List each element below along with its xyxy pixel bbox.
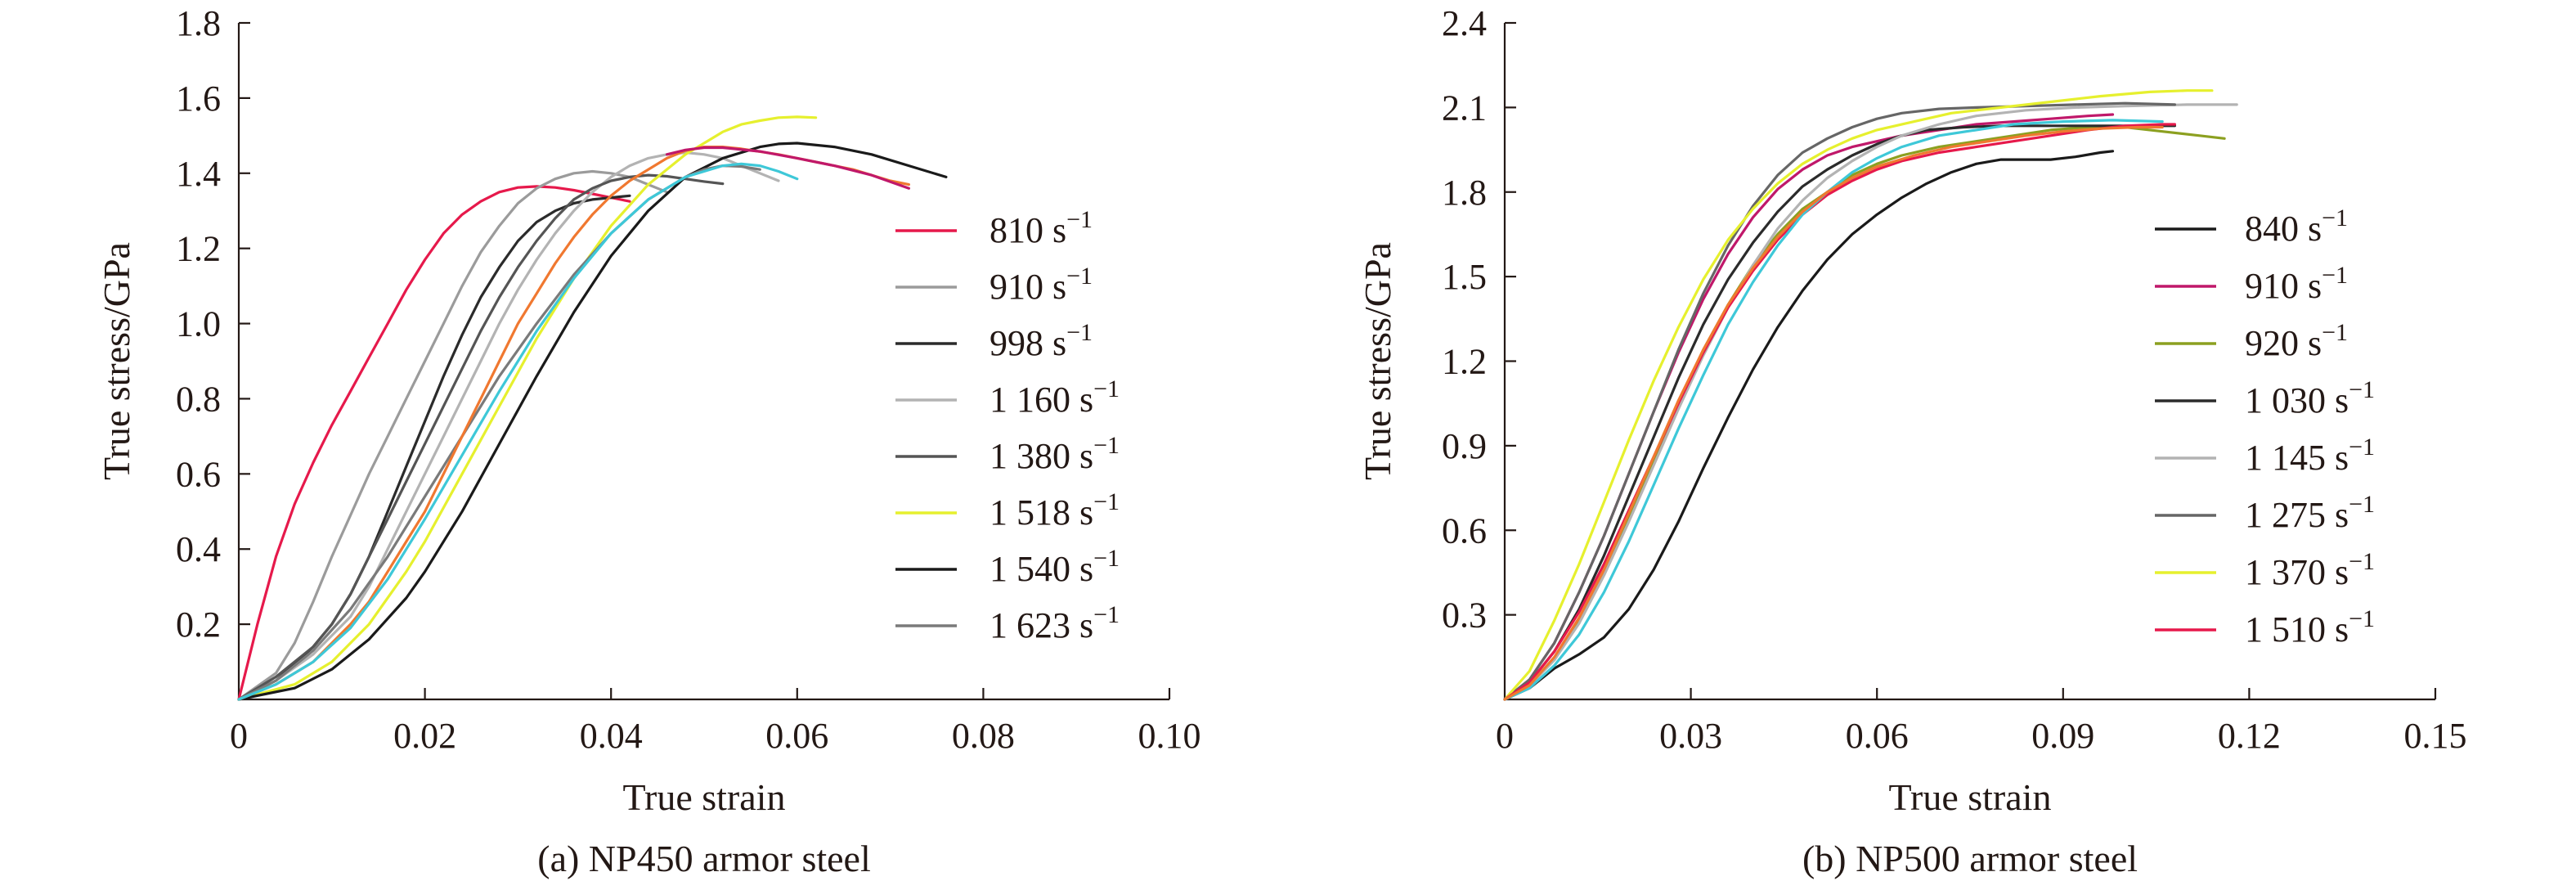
legend-label: 1 380 s−1 <box>990 432 1120 476</box>
legend-label: 1 145 s−1 <box>2245 434 2375 478</box>
legend-label: 1 518 s−1 <box>990 488 1120 533</box>
legend-label-superscript: −1 <box>2322 262 2348 289</box>
series-line <box>237 169 669 701</box>
y-tick-label: 1.2 <box>176 229 221 269</box>
y-tick-label: 1.8 <box>176 3 221 43</box>
series-line <box>237 173 725 701</box>
x-tick-label: 0.09 <box>2031 716 2094 756</box>
series-line <box>237 146 910 701</box>
chart-panel-a: 0 0.02 0.04 0.06 0.08 0.10 0.2 0.4 0.6 0.8 1.0 1.2 1… <box>96 3 1201 879</box>
y-tick-label: 0.2 <box>176 605 221 645</box>
y-tick-label: 0.3 <box>1442 596 1487 636</box>
legend-label: 1 160 s−1 <box>990 375 1120 420</box>
legend-label-superscript: −1 <box>1093 601 1120 628</box>
y-tick-label: 0.9 <box>1442 426 1487 466</box>
x-tick-label: 0.06 <box>765 716 828 756</box>
x-tick-label: 0.08 <box>952 716 1015 756</box>
legend-label-superscript: −1 <box>1093 488 1120 515</box>
series-line <box>1503 113 2115 701</box>
series-line <box>237 162 799 701</box>
y-tick-label: 1.6 <box>176 79 221 119</box>
x-tick-label: 0.03 <box>1659 716 1722 756</box>
y-tick-label: 0.6 <box>1442 510 1487 551</box>
legend-label: 1 510 s−1 <box>2245 605 2375 650</box>
x-tick-label: 0.12 <box>2218 716 2281 756</box>
y-tick-label: 0.6 <box>176 454 221 494</box>
chart-caption: (b) NP500 armor steel <box>1802 838 2138 879</box>
x-tick-label: 0.15 <box>2404 716 2467 756</box>
series-line <box>237 164 761 701</box>
legend-label: 810 s−1 <box>990 206 1093 250</box>
y-tick-label: 2.4 <box>1442 3 1487 43</box>
series-line <box>1503 123 2176 701</box>
y-axis-title: True stress/GPa <box>96 242 137 480</box>
legend-label: 910 s−1 <box>2245 262 2348 306</box>
legend-label-superscript: −1 <box>2322 319 2348 346</box>
legend-label-superscript: −1 <box>1066 263 1093 290</box>
x-axis-title: True strain <box>1889 776 2052 818</box>
legend-label-superscript: −1 <box>1093 545 1120 572</box>
legend-label: 1 030 s−1 <box>2245 376 2375 420</box>
chart-panel-b: 0 0.03 0.06 0.09 0.12 0.15 0.3 0.6 0.9 1.2 1.5 1.8 2… <box>1357 3 2467 879</box>
legend-label-superscript: −1 <box>1066 319 1093 346</box>
y-tick-label: 1.4 <box>176 154 221 194</box>
series-line <box>1503 124 2176 701</box>
legend-label-superscript: −1 <box>2322 205 2348 231</box>
x-tick-label: 0 <box>230 716 248 756</box>
series-line <box>1503 89 2214 701</box>
legend-label-superscript: −1 <box>1066 206 1093 233</box>
series-line <box>1503 125 2164 701</box>
x-axis-title: True strain <box>623 776 786 818</box>
y-tick-label: 0.8 <box>176 379 221 419</box>
legend-label-superscript: −1 <box>2349 548 2375 575</box>
legend-label-superscript: −1 <box>1093 375 1120 402</box>
legend-label: 910 s−1 <box>990 263 1093 307</box>
x-tick-label: 0.10 <box>1138 716 1201 756</box>
legend-label-superscript: −1 <box>2349 434 2375 461</box>
legend-label: 840 s−1 <box>2245 205 2348 249</box>
legend-label: 998 s−1 <box>990 319 1093 363</box>
legend-label: 1 275 s−1 <box>2245 491 2375 535</box>
legend-label: 1 370 s−1 <box>2245 548 2375 592</box>
legend-label-superscript: −1 <box>2349 376 2375 403</box>
y-axis-title: True stress/GPa <box>1357 242 1398 480</box>
x-tick-label: 0.02 <box>393 716 456 756</box>
y-tick-label: 0.4 <box>176 529 221 569</box>
legend-label-superscript: −1 <box>2349 491 2375 518</box>
y-tick-label: 1.8 <box>1442 173 1487 213</box>
series-line <box>1503 125 2226 701</box>
series-line <box>237 142 948 701</box>
series-line <box>665 146 910 190</box>
series-line <box>1503 103 2238 701</box>
series-line <box>1503 101 2176 701</box>
legend-label-superscript: −1 <box>2349 605 2375 632</box>
legend-label-superscript: −1 <box>1093 432 1120 459</box>
y-tick-label: 1.5 <box>1442 257 1487 297</box>
legend-label: 1 540 s−1 <box>990 545 1120 589</box>
x-tick-label: 0 <box>1496 716 1514 756</box>
series-line <box>237 194 631 701</box>
series-line <box>1503 150 2115 701</box>
y-tick-label: 1.0 <box>176 304 221 344</box>
y-tick-label: 2.1 <box>1442 88 1487 128</box>
legend-label: 1 623 s−1 <box>990 601 1120 645</box>
series-line <box>237 115 818 701</box>
series-line <box>1503 119 2164 701</box>
series-line <box>237 185 631 701</box>
legend-label: 920 s−1 <box>2245 319 2348 363</box>
y-tick-label: 1.2 <box>1442 342 1487 382</box>
chart-caption: (a) NP450 armor steel <box>537 838 871 879</box>
x-tick-label: 0.04 <box>580 716 643 756</box>
x-tick-label: 0.06 <box>1846 716 1909 756</box>
